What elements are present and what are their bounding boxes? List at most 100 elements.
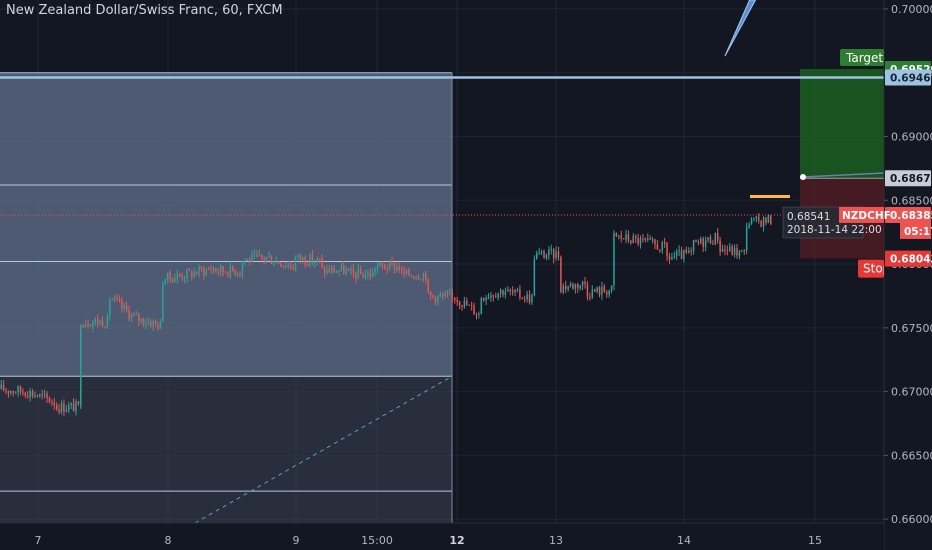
candle	[302, 256, 304, 264]
candle	[364, 269, 367, 281]
level-price-tag: 0.69462	[885, 69, 932, 86]
candle-body	[246, 258, 249, 261]
rectangle-drawing[interactable]	[0, 72, 453, 524]
candle-body	[169, 272, 171, 279]
candle	[210, 265, 212, 274]
candle	[311, 249, 314, 266]
symbol-tag-bg	[839, 206, 884, 223]
candle-body	[507, 289, 509, 292]
candle-body	[733, 247, 736, 255]
candle-body	[644, 238, 647, 241]
candle-body	[393, 263, 396, 271]
candle	[304, 255, 306, 269]
candle-body	[287, 265, 290, 267]
candle	[253, 249, 256, 260]
candle	[5, 387, 7, 395]
candle-body	[398, 266, 401, 270]
candle-body	[164, 280, 167, 284]
candle	[683, 249, 685, 263]
candle	[543, 249, 545, 259]
candle	[77, 401, 80, 406]
time-axis[interactable]: 7 8 9 15:00 12 13 14 15	[0, 522, 884, 550]
candle-body	[444, 293, 446, 297]
candle	[714, 232, 717, 246]
candle-body	[142, 318, 145, 325]
candle	[205, 267, 208, 277]
candle-body	[352, 268, 355, 274]
candle-body	[362, 274, 364, 278]
candle-body	[707, 237, 709, 241]
candle	[34, 391, 36, 399]
price-axis[interactable]: 0.700000.695000.690000.685000.680000.675…	[883, 0, 932, 550]
candle-body	[379, 262, 381, 267]
candle-body	[58, 409, 60, 413]
candle	[449, 288, 451, 295]
candle	[458, 300, 461, 310]
candle-body	[408, 269, 410, 276]
candle	[528, 290, 531, 305]
candle-body	[724, 249, 726, 251]
candle-body	[757, 216, 760, 221]
candle	[116, 294, 118, 302]
candle-body	[548, 249, 550, 256]
candle	[123, 302, 125, 313]
candle-body	[121, 300, 123, 309]
candle	[707, 237, 709, 243]
candle	[316, 256, 318, 266]
rectangle-fill-upper[interactable]	[0, 72, 452, 377]
price-tick-label: 0.66500	[891, 449, 932, 462]
candle-body	[68, 405, 70, 411]
candle-body	[415, 277, 417, 279]
candle	[427, 277, 429, 294]
candle-body	[101, 320, 104, 327]
candle-body	[159, 321, 162, 329]
candle-body	[256, 253, 258, 256]
candle	[630, 239, 632, 245]
candle	[618, 235, 620, 240]
candle	[499, 288, 502, 298]
candle	[454, 297, 456, 304]
candle	[92, 320, 94, 332]
candle-body	[499, 290, 502, 294]
candle	[741, 249, 743, 253]
candle-body	[92, 322, 94, 327]
candle	[400, 265, 403, 275]
price-tick-label: 0.69000	[891, 130, 932, 143]
candle-body	[673, 256, 676, 258]
candle-body	[514, 289, 516, 293]
candle-body	[60, 403, 63, 413]
stop-price-tag-text: 0.68043	[890, 254, 932, 266]
candle-body	[429, 291, 432, 296]
candle	[340, 262, 343, 272]
candle-body	[748, 224, 750, 228]
candle	[487, 293, 490, 300]
candle-body	[371, 272, 374, 278]
candle	[408, 267, 410, 277]
candle	[760, 219, 762, 228]
candle-body	[427, 279, 429, 292]
level-price-tag-text: 0.69462	[890, 73, 932, 85]
candle	[0, 379, 2, 390]
candle	[345, 265, 347, 276]
candle-body	[321, 258, 323, 268]
candle	[65, 405, 68, 413]
candle-body	[193, 272, 195, 278]
candle	[82, 323, 84, 328]
candle-body	[335, 271, 338, 273]
candle-body	[374, 269, 376, 273]
candle-body	[422, 273, 425, 280]
candle	[509, 288, 511, 296]
hover-point	[800, 174, 806, 181]
candle-body	[7, 391, 10, 393]
candle-body	[692, 240, 695, 252]
candle	[429, 290, 432, 300]
candle	[497, 292, 499, 301]
candle-body	[261, 254, 263, 258]
candle-body	[449, 293, 451, 295]
candle	[36, 394, 39, 398]
candle-body	[584, 281, 586, 285]
candle	[591, 285, 594, 299]
candle	[519, 285, 521, 301]
